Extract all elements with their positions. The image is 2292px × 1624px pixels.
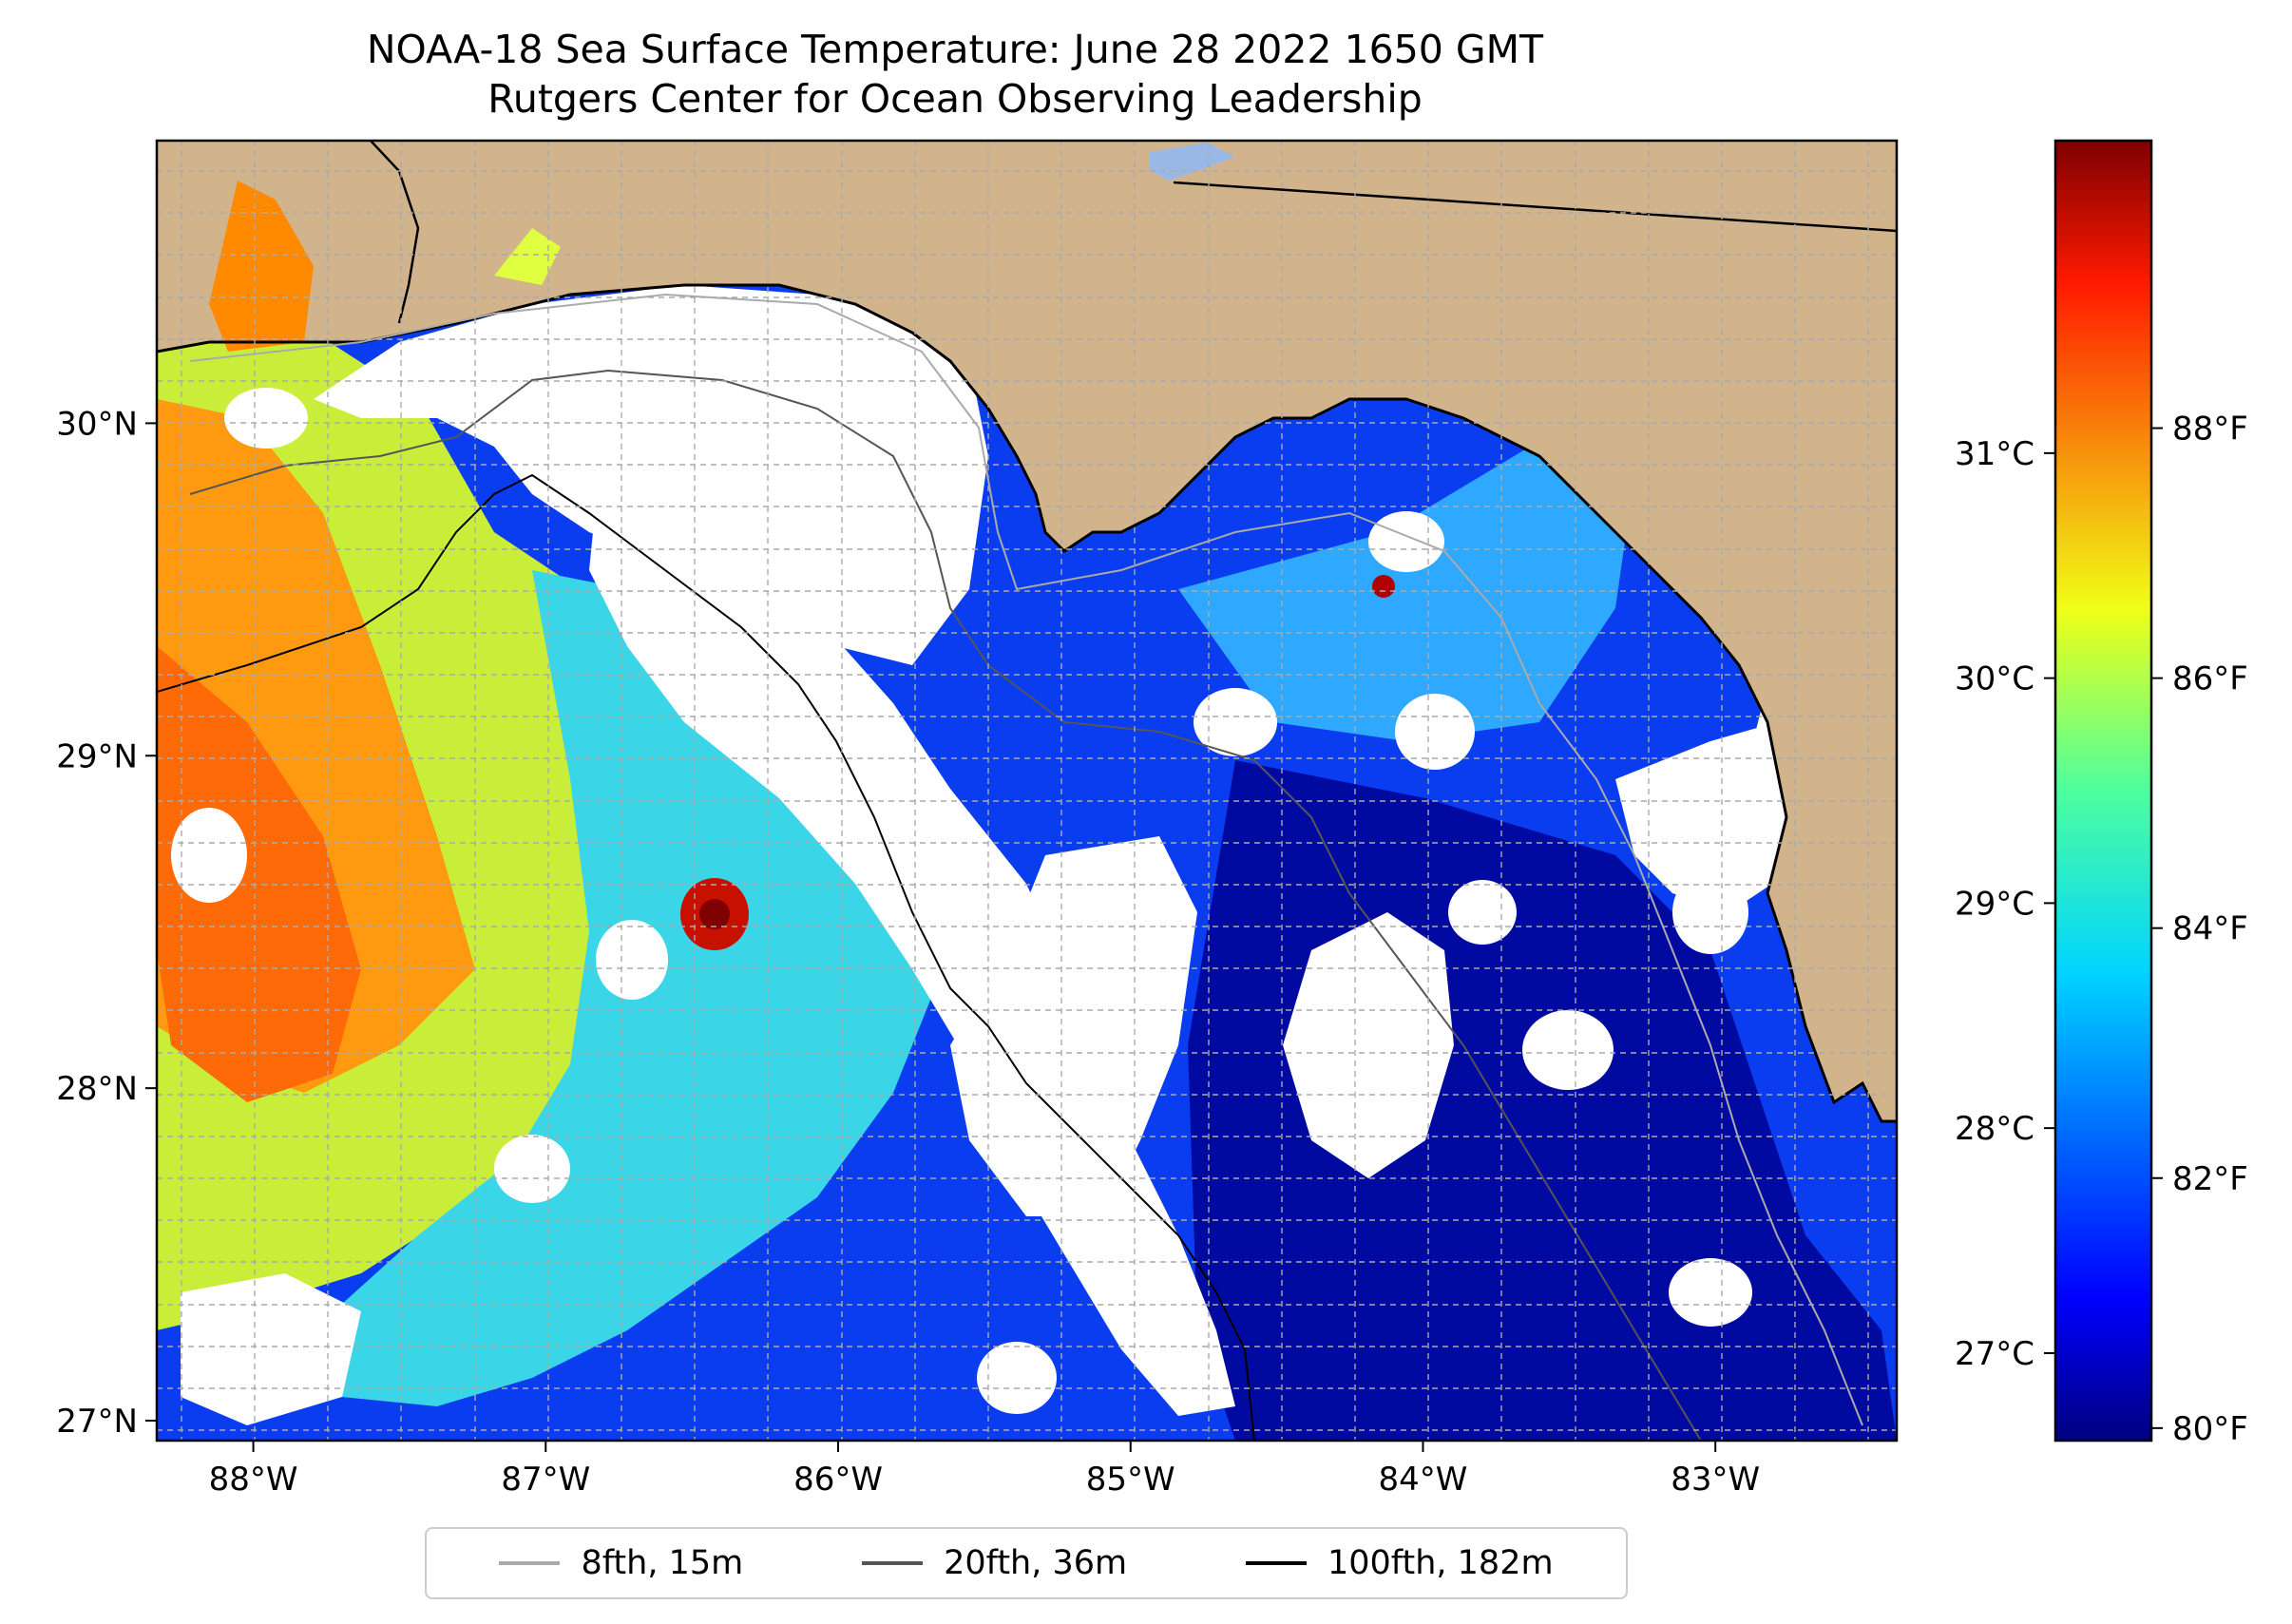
map-subtitle: Rutgers Center for Ocean Observing Leade…: [487, 76, 1423, 122]
colorbar-fahrenheit-label: 88°F: [2172, 411, 2248, 449]
lat-tick-label: 27°N: [56, 1403, 138, 1441]
cloud-southwest: [181, 1273, 361, 1425]
mobile-bay-water: [209, 181, 314, 352]
colorbar-fahrenheit-label: 80°F: [2172, 1410, 2248, 1448]
colorbar-celsius-label: 30°C: [1955, 660, 2034, 698]
legend-label-100fth: 100fth, 182m: [1327, 1544, 1554, 1582]
legend-label-8fth: 8fth, 15m: [581, 1544, 744, 1582]
cloud-patch-1: [171, 808, 247, 903]
longitude-axis: 88°W 87°W 86°W 85°W 84°W 83°W: [209, 1441, 1760, 1499]
lon-tick-label: 84°W: [1379, 1461, 1468, 1499]
cloud-big-lower: [950, 836, 1197, 1216]
legend-swatch-100fth: [1245, 1561, 1307, 1565]
colorbar-fahrenheit-label: 84°F: [2172, 910, 2248, 948]
legend-swatch-20fth: [862, 1561, 924, 1565]
cloud-patch-9: [224, 388, 308, 449]
lat-tick-label: 29°N: [56, 737, 138, 775]
lat-tick-label: 30°N: [56, 405, 138, 443]
cloud-patch-7: [494, 1135, 570, 1203]
colorbar-celsius-label: 29°C: [1955, 885, 2034, 923]
legend-entry-100fth: 100fth, 182m: [1245, 1544, 1554, 1582]
isobath-100fth: [157, 473, 1255, 1441]
hot-spot-east: [1372, 575, 1395, 598]
colorbar-celsius-label: 31°C: [1955, 435, 2034, 473]
colorbar-fahrenheit-axis: 88°F 86°F 84°F 82°F 80°F: [2151, 411, 2248, 1448]
legend-swatch-8fth: [499, 1561, 561, 1565]
lon-tick-label: 83°W: [1671, 1461, 1760, 1499]
cloud-patch-6: [1368, 511, 1444, 572]
colorbar-celsius-label: 27°C: [1955, 1335, 2034, 1373]
isobath-8fth: [189, 293, 1863, 1426]
cloud-patch-5: [1194, 688, 1277, 756]
cloud-patch-4: [1522, 1010, 1614, 1090]
legend-entry-8fth: 8fth, 15m: [499, 1544, 743, 1582]
cloud-patch-8: [1669, 1258, 1752, 1327]
map-title: NOAA-18 Sea Surface Temperature: June 28…: [366, 27, 1544, 72]
lon-tick-label: 87°W: [501, 1461, 590, 1499]
colorbar-fahrenheit-label: 82°F: [2172, 1160, 2248, 1198]
lon-tick-label: 85°W: [1086, 1461, 1175, 1499]
graticule: [157, 141, 1897, 1441]
warm-water-band: [157, 646, 361, 1102]
cloud-patch-11: [977, 1342, 1057, 1414]
lon-tick-label: 86°W: [793, 1461, 883, 1499]
latitude-axis: 30°N 29°N 28°N 27°N: [56, 405, 157, 1441]
cloud-patch-3: [1395, 694, 1475, 770]
legend-label-20fth: 20fth, 36m: [944, 1544, 1128, 1582]
map-frame: [155, 139, 1899, 1442]
colorbar: [2053, 139, 2153, 1442]
isobath-legend: 8fth, 15m 20fth, 36m 100fth, 182m: [425, 1527, 1628, 1599]
land-mass: [157, 141, 1897, 1121]
cloud-east-mid: [1283, 912, 1454, 1178]
florida-bays-water: [494, 228, 561, 285]
cloud-nearshore-arc: [314, 285, 988, 665]
colorbar-celsius-label: 28°C: [1955, 1110, 2034, 1148]
cloud-patch-12: [1672, 870, 1748, 954]
cloud-patch-2: [596, 920, 668, 1000]
colorbar-celsius-axis: 31°C 30°C 29°C 28°C 27°C: [1955, 435, 2055, 1373]
state-boundary-north: [1173, 181, 1897, 233]
cloud-patch-10: [1448, 880, 1517, 945]
state-boundary-west: [370, 141, 420, 324]
lon-tick-label: 88°W: [209, 1461, 298, 1499]
lat-tick-label: 28°N: [56, 1070, 138, 1108]
legend-entry-20fth: 20fth, 36m: [862, 1544, 1127, 1582]
colorbar-fahrenheit-label: 86°F: [2172, 660, 2248, 698]
coastline: [157, 283, 1897, 1123]
hot-spot-offshore-core: [699, 899, 730, 929]
